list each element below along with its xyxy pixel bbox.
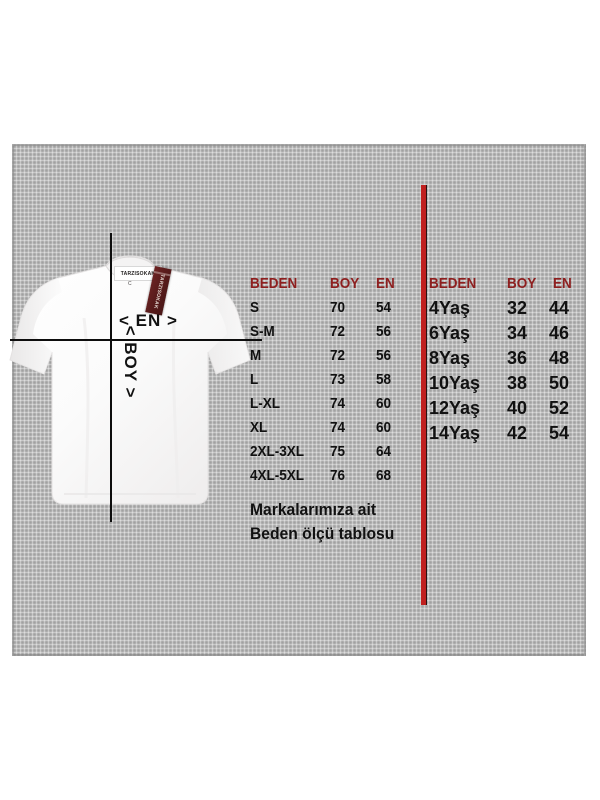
kids-cell-en: 44: [549, 298, 570, 318]
adult-table-header-row: BEDEN BOY EN: [250, 272, 418, 296]
table-row: L 73 58: [250, 368, 418, 392]
kids-cell-en: 46: [549, 323, 570, 343]
kids-cell-boy: 42: [507, 423, 528, 443]
adult-cell-en: 60: [376, 395, 392, 412]
adult-cell-boy: 75: [330, 443, 346, 460]
adult-cell-size: L: [250, 371, 259, 388]
table-row: 4Yaş 32 44: [429, 296, 589, 321]
kids-cell-size: 4Yaş: [429, 298, 471, 318]
kids-cell-en: 54: [549, 423, 570, 443]
adult-cell-size: XL: [250, 419, 268, 436]
table-row: 12Yaş 40 52: [429, 396, 589, 421]
table-row: 6Yaş 34 46: [429, 321, 589, 346]
adult-cell-boy: 72: [330, 323, 346, 340]
adult-cell-en: 58: [376, 371, 392, 388]
gray-texture-panel: [12, 144, 586, 656]
table-row: 8Yaş 36 48: [429, 346, 589, 371]
kids-size-table: BEDEN BOY EN 4Yaş 32 44 6Yaş 34 46 8Yaş …: [429, 272, 589, 446]
adult-header-boy: BOY: [330, 275, 360, 292]
neck-brand-text: TARZISOKAK: [120, 270, 156, 277]
adult-cell-boy: 76: [330, 467, 346, 484]
width-measure-label: < EN >: [119, 311, 178, 330]
table-row: 10Yaş 38 50: [429, 371, 589, 396]
adult-cell-en: 56: [376, 323, 392, 340]
caption-line-2: Beden ölçü tablosu: [250, 524, 395, 543]
kids-cell-boy: 36: [507, 348, 528, 368]
table-row: M 72 56: [250, 344, 418, 368]
adult-cell-boy: 70: [330, 299, 346, 316]
adult-cell-en: 68: [376, 467, 392, 484]
kids-cell-en: 50: [549, 373, 570, 393]
adult-cell-boy: 74: [330, 419, 346, 436]
adult-cell-en: 60: [376, 419, 392, 436]
table-row: XL 74 60: [250, 416, 418, 440]
kids-cell-boy: 34: [507, 323, 528, 343]
kids-cell-boy: 40: [507, 398, 528, 418]
kids-cell-en: 48: [549, 348, 570, 368]
length-measure-label: < BOY >: [121, 325, 140, 399]
vertical-measure-line: [110, 233, 112, 522]
adult-cell-size: 4XL-5XL: [250, 467, 305, 484]
kids-cell-size: 8Yaş: [429, 348, 471, 368]
kids-header-beden: BEDEN: [429, 275, 477, 292]
kids-cell-size: 14Yaş: [429, 423, 481, 443]
tshirt-fold-right: [171, 321, 180, 499]
tshirt-fold-left: [82, 317, 90, 499]
table-row: 14Yaş 42 54: [429, 421, 589, 446]
kids-header-en: EN: [553, 275, 572, 292]
adult-cell-size: S-M: [250, 323, 275, 340]
kids-cell-size: 10Yaş: [429, 373, 481, 393]
adult-size-table: BEDEN BOY EN S 70 54 S-M 72 56 M 72 56 L…: [250, 272, 418, 488]
kids-cell-size: 6Yaş: [429, 323, 471, 343]
table-row: S-M 72 56: [250, 320, 418, 344]
adult-cell-en: 64: [376, 443, 392, 460]
adult-cell-size: M: [250, 347, 262, 364]
kids-header-boy: BOY: [507, 275, 537, 292]
adult-cell-en: 54: [376, 299, 392, 316]
adult-header-en: EN: [376, 275, 395, 292]
table-row: L-XL 74 60: [250, 392, 418, 416]
kids-cell-boy: 38: [507, 373, 528, 393]
adult-cell-boy: 74: [330, 395, 346, 412]
adult-cell-size: L-XL: [250, 395, 280, 412]
red-divider-line: [421, 185, 427, 605]
kids-cell-en: 52: [549, 398, 570, 418]
table-row: 4XL-5XL 76 68: [250, 464, 418, 488]
adult-cell-boy: 72: [330, 347, 346, 364]
tshirt-left-sleeve-shade: [10, 278, 62, 374]
caption-line-1: Markalarımıza ait: [250, 500, 377, 519]
adult-cell-size: 2XL-3XL: [250, 443, 305, 460]
adult-cell-boy: 73: [330, 371, 346, 388]
table-row: 2XL-3XL 75 64: [250, 440, 418, 464]
adult-cell-en: 56: [376, 347, 392, 364]
adult-header-beden: BEDEN: [250, 275, 298, 292]
table-row: S 70 54: [250, 296, 418, 320]
tshirt-right-sleeve-shade: [198, 278, 250, 374]
horizontal-measure-line: [10, 339, 262, 341]
adult-cell-size: S: [250, 299, 260, 316]
neck-size-text: C: [128, 281, 132, 287]
kids-table-header-row: BEDEN BOY EN: [429, 272, 589, 296]
caption-block: Markalarımıza ait Beden ölçü tablosu: [250, 498, 394, 546]
kids-cell-size: 12Yaş: [429, 398, 481, 418]
hang-tag-text: TARZISOKAK: [151, 272, 166, 309]
kids-cell-boy: 32: [507, 298, 528, 318]
